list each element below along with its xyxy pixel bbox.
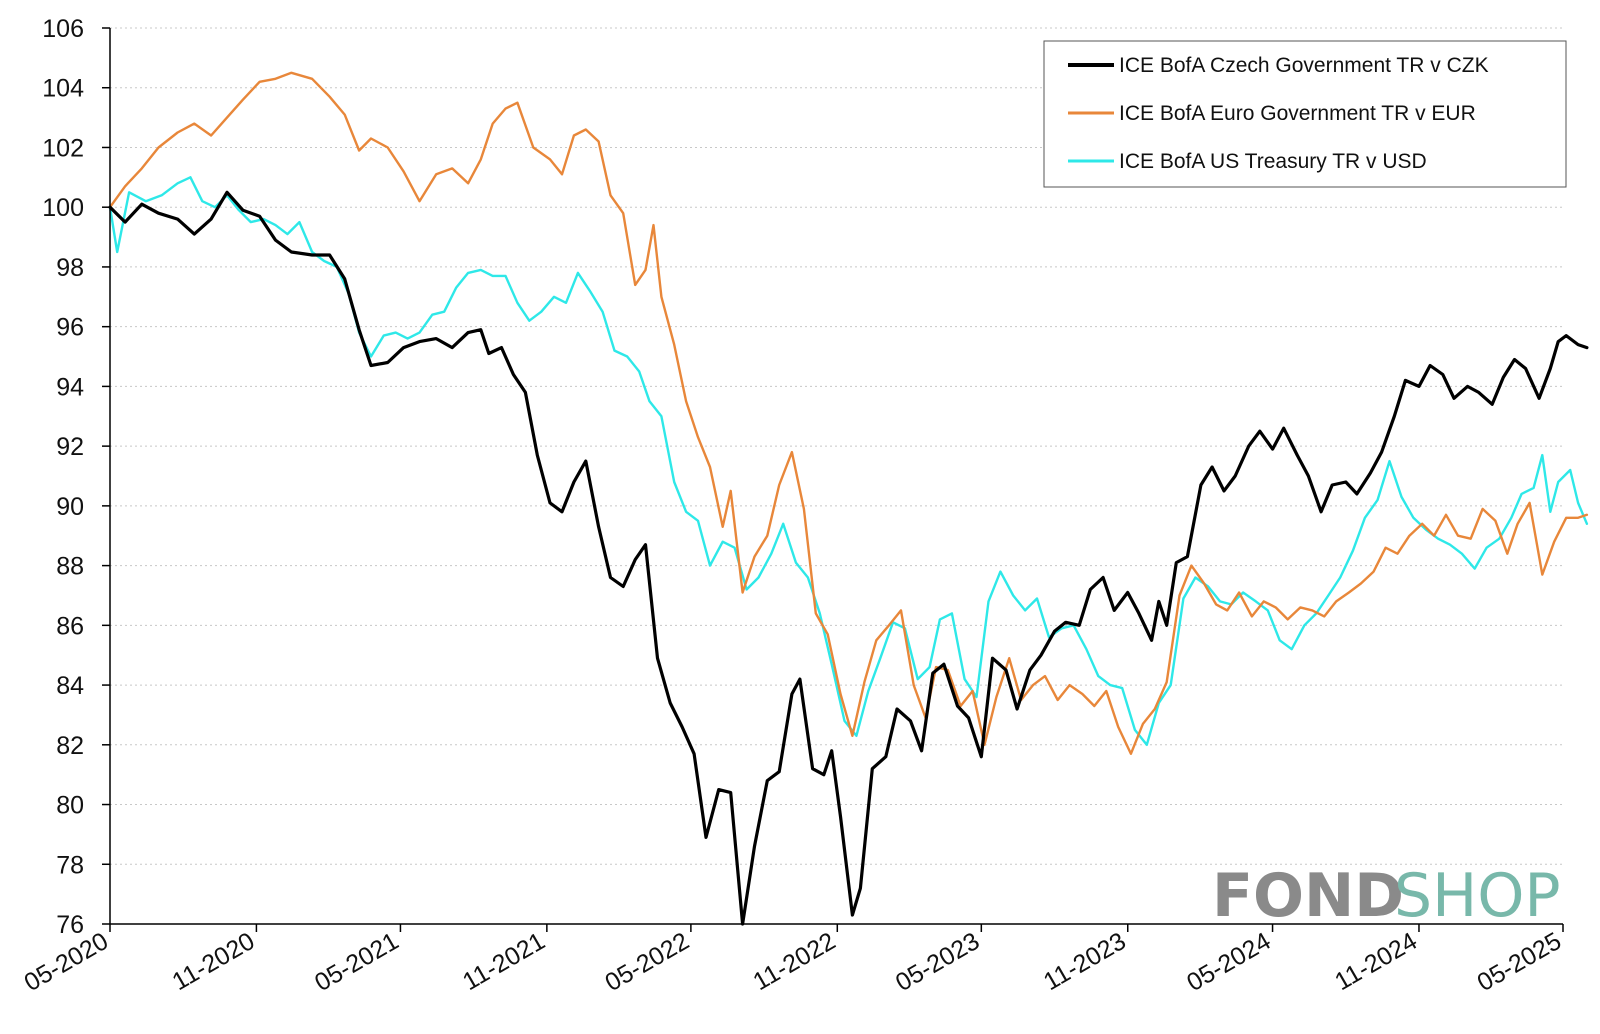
series-line-3	[108, 176, 1589, 746]
watermark-shop: SHOP	[1394, 861, 1561, 931]
y-tick-label: 78	[56, 851, 84, 879]
y-tick-label: 104	[42, 75, 84, 103]
y-axis-tick-labels: 76 78 80 82 84 86 88 90 92 94 96 98 100 102 104 106	[42, 15, 84, 939]
y-tick-label: 84	[56, 672, 84, 700]
legend-entry: ICE BofA US Treasury TR v USD	[1119, 150, 1427, 173]
plot-area	[108, 71, 1589, 926]
x-tick-label: 05-2023	[891, 927, 984, 997]
y-tick-label: 100	[42, 194, 84, 222]
legend-entry: ICE BofA Euro Government TR v EUR	[1119, 102, 1476, 125]
x-tick-label: 05-2022	[600, 927, 693, 997]
y-tick-label: 92	[56, 433, 84, 461]
x-tick-label: 05-2021	[310, 927, 403, 997]
x-tick-label: 11-2023	[1039, 927, 1131, 996]
y-tick-label: 102	[42, 134, 84, 162]
axes	[102, 27, 1564, 932]
y-tick-label: 76	[56, 911, 84, 939]
y-tick-label: 82	[56, 732, 84, 760]
y-tick-label: 94	[56, 373, 84, 401]
watermark-fond: FOND	[1212, 861, 1404, 931]
legend: ICE BofA Czech Government TR v CZK ICE Bo…	[1043, 40, 1567, 188]
series-line-2	[108, 71, 1589, 755]
x-tick-label: 05-2025	[1473, 927, 1566, 997]
y-tick-label: 96	[56, 314, 84, 342]
legend-box	[1043, 40, 1567, 188]
x-tick-label: 11-2021	[458, 927, 550, 996]
series-line-1	[108, 190, 1589, 926]
fondshop-watermark: FOND SHOP	[1212, 861, 1561, 931]
x-tick-label: 11-2024	[1330, 927, 1422, 996]
y-tick-label: 98	[56, 254, 84, 282]
y-tick-label: 106	[42, 15, 84, 43]
y-tick-label: 86	[56, 612, 84, 640]
y-tick-label: 90	[56, 493, 84, 521]
y-tick-label: 80	[56, 792, 84, 820]
legend-entry: ICE BofA Czech Government TR v CZK	[1119, 54, 1489, 77]
y-tick-label: 88	[56, 553, 84, 581]
x-tick-label: 11-2020	[168, 927, 260, 996]
x-tick-label: 11-2022	[748, 927, 840, 996]
x-tick-label: 05-2024	[1182, 927, 1276, 997]
x-axis-tick-labels: 05-2020 11-2020 05-2021 11-2021 05-2022 11-20…	[20, 927, 1566, 997]
